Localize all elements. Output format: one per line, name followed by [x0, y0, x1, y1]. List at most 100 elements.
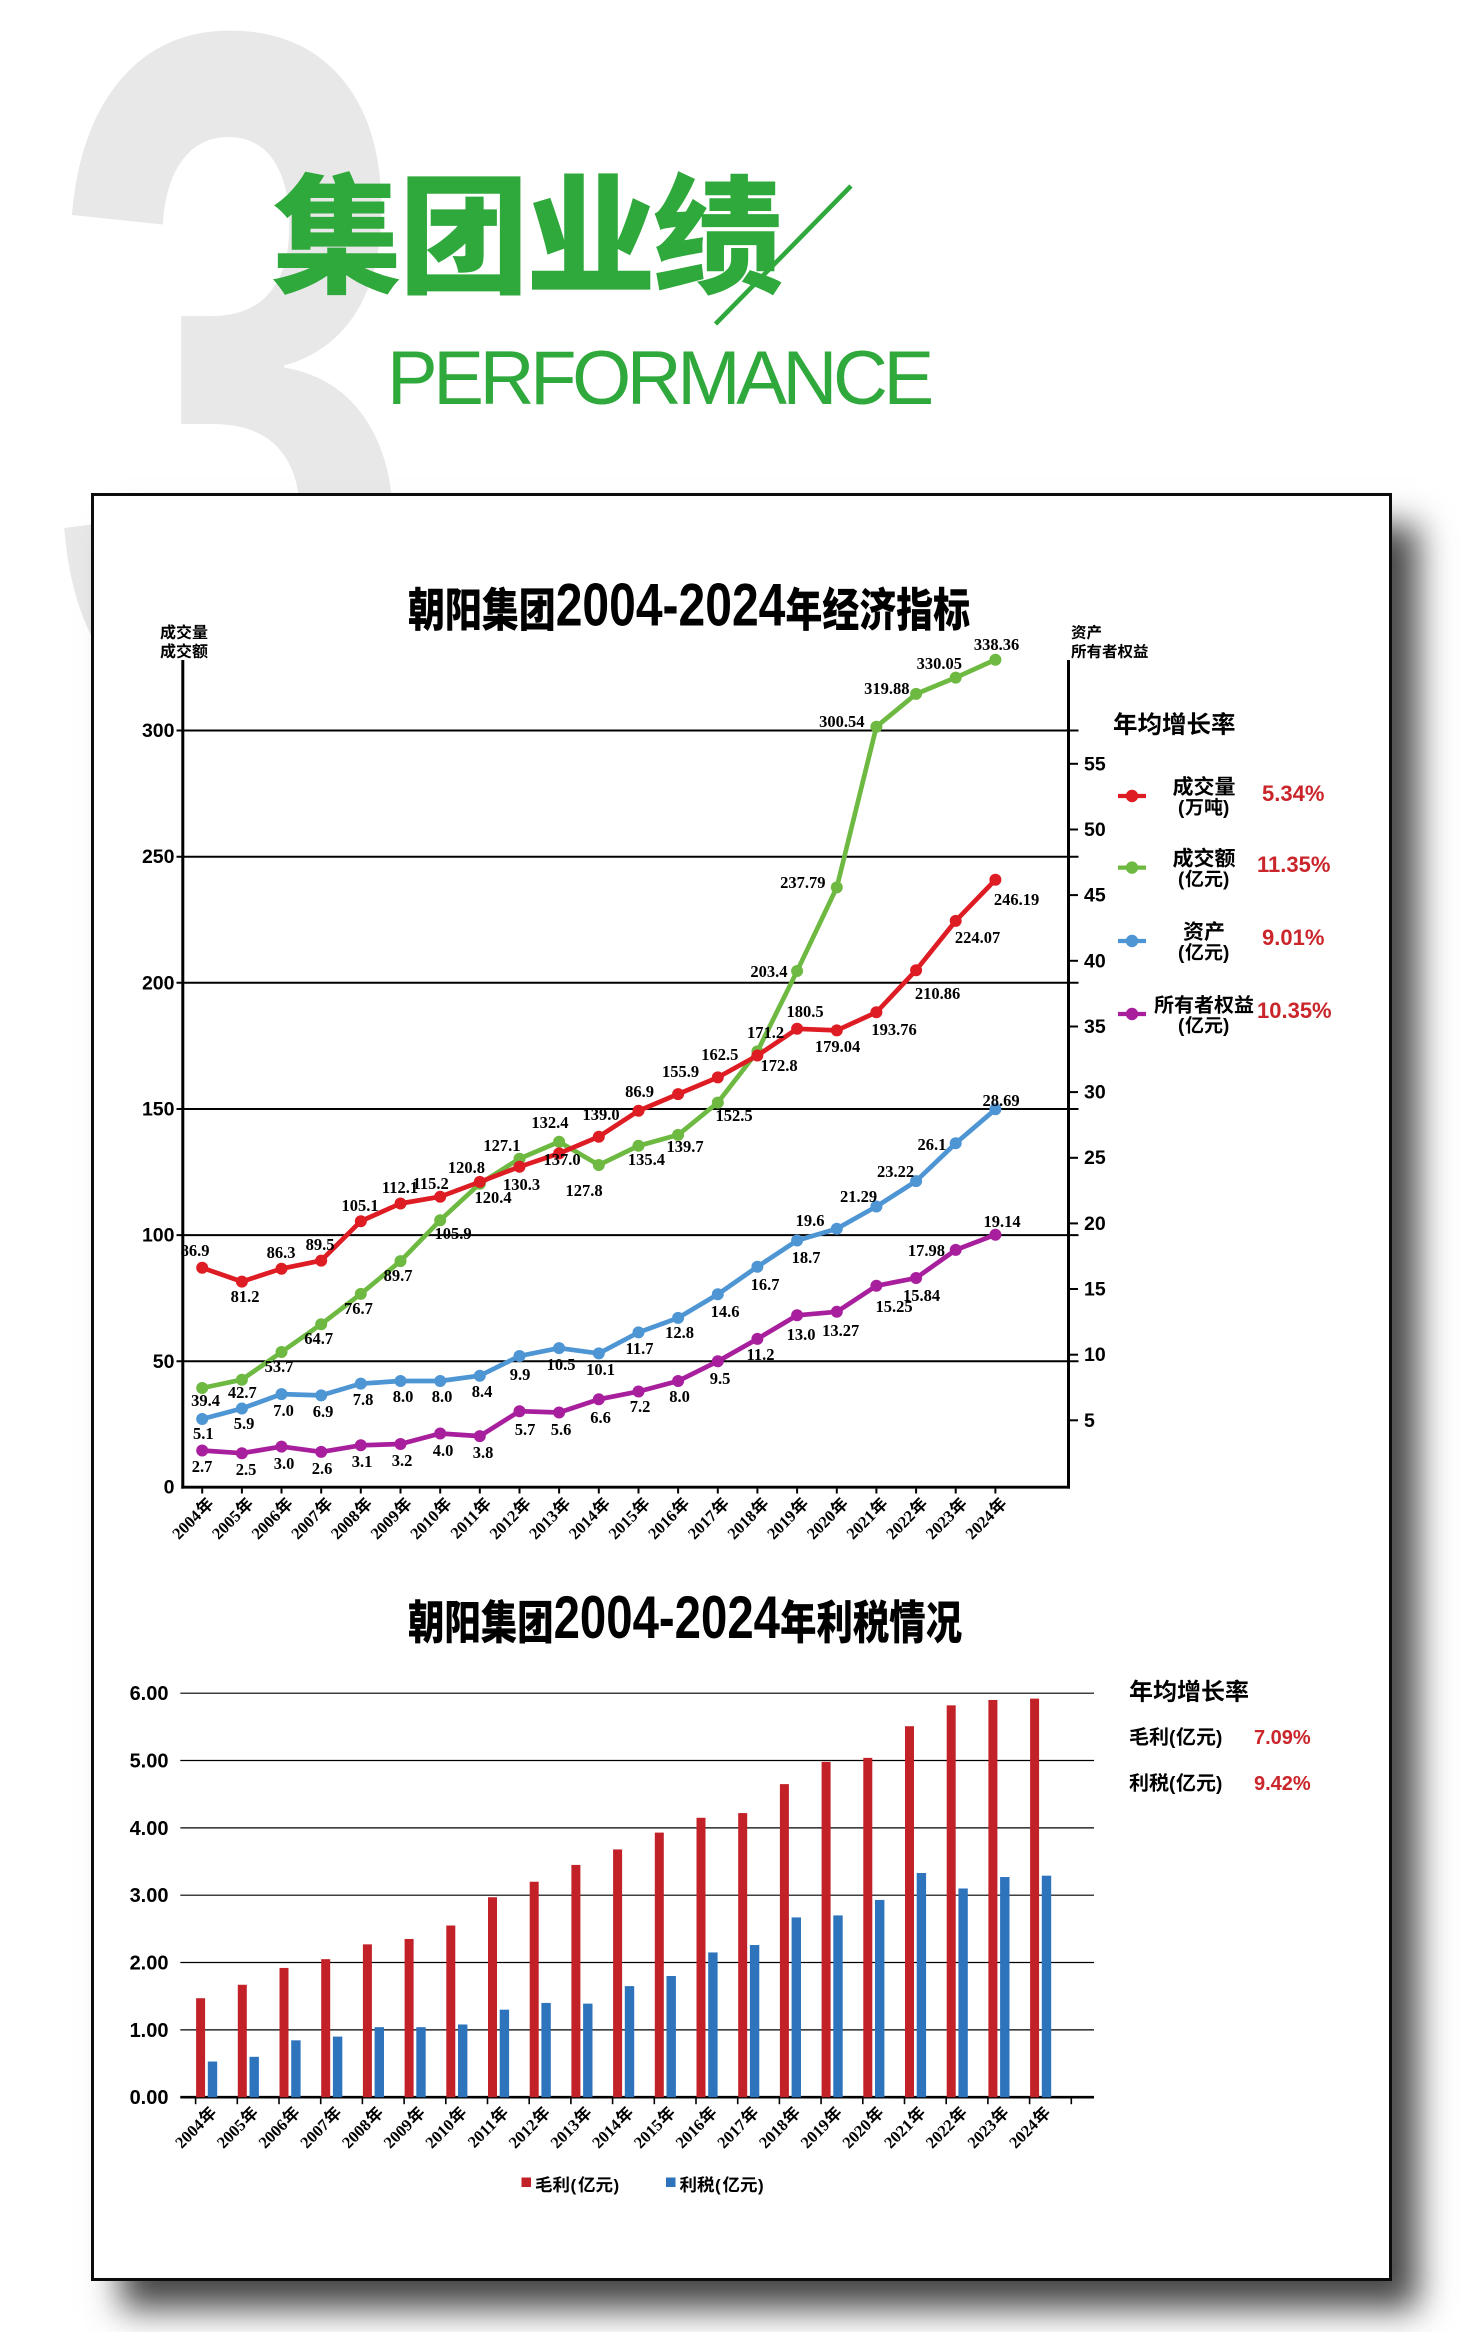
svg-text:53.7: 53.7 — [265, 1357, 294, 1376]
svg-text:2024: 2024 — [1005, 2115, 1042, 2152]
svg-text:2011: 2011 — [447, 1506, 483, 1542]
svg-text:2008: 2008 — [327, 1506, 364, 1543]
svg-text:): ) — [758, 2176, 764, 2195]
svg-text:210.86: 210.86 — [915, 984, 960, 1003]
svg-text:2019: 2019 — [763, 1506, 800, 1543]
svg-text:30: 30 — [1084, 1082, 1106, 1104]
svg-text:8.0: 8.0 — [669, 1387, 690, 1406]
svg-text:(: ( — [1178, 1016, 1185, 1037]
svg-text:18.7: 18.7 — [792, 1248, 821, 1267]
svg-text:2.00: 2.00 — [130, 1953, 169, 1975]
svg-text:2017: 2017 — [684, 1506, 721, 1543]
svg-text:180.5: 180.5 — [786, 1002, 823, 1021]
svg-text:7.8: 7.8 — [353, 1390, 374, 1409]
svg-text:2009: 2009 — [380, 2115, 417, 2152]
svg-text:319.88: 319.88 — [864, 679, 909, 698]
svg-text:(: ( — [1178, 870, 1185, 891]
svg-text:2018: 2018 — [755, 2115, 792, 2152]
svg-text:9.42%: 9.42% — [1254, 1773, 1311, 1795]
svg-text:11.7: 11.7 — [626, 1339, 654, 1358]
svg-text:19.14: 19.14 — [983, 1212, 1020, 1231]
svg-text:2010: 2010 — [421, 2115, 458, 2152]
svg-text:237.79: 237.79 — [780, 873, 825, 892]
svg-text:89.7: 89.7 — [384, 1266, 413, 1285]
svg-text:89.5: 89.5 — [306, 1235, 335, 1254]
svg-text:5.6: 5.6 — [551, 1420, 572, 1439]
svg-text:300: 300 — [142, 720, 175, 742]
svg-text:300.54: 300.54 — [819, 712, 864, 731]
svg-text:2021: 2021 — [880, 2115, 917, 2152]
svg-text:7.0: 7.0 — [273, 1401, 294, 1420]
svg-text:2019: 2019 — [797, 2115, 834, 2152]
svg-text:2008: 2008 — [338, 2115, 375, 2152]
svg-text:2017: 2017 — [713, 2115, 750, 2152]
svg-text:(: ( — [1178, 798, 1185, 819]
svg-text:5.9: 5.9 — [234, 1414, 255, 1433]
svg-text:172.8: 172.8 — [760, 1056, 797, 1075]
svg-text:2015: 2015 — [605, 1506, 642, 1543]
svg-text:130.3: 130.3 — [503, 1175, 540, 1194]
svg-text:203.4: 203.4 — [750, 962, 787, 981]
svg-text:2022: 2022 — [882, 1506, 919, 1543]
svg-text:23.22: 23.22 — [877, 1162, 914, 1181]
svg-text:15.84: 15.84 — [903, 1286, 940, 1305]
svg-text:100: 100 — [142, 1225, 175, 1247]
svg-text:338.36: 338.36 — [974, 635, 1019, 654]
svg-text:3.00: 3.00 — [130, 1885, 169, 1907]
svg-text:6.9: 6.9 — [313, 1402, 334, 1421]
svg-text:9.5: 9.5 — [710, 1369, 731, 1388]
svg-text:9.01%: 9.01% — [1262, 925, 1324, 950]
svg-text:155.9: 155.9 — [662, 1062, 699, 1081]
svg-text:105.1: 105.1 — [341, 1196, 378, 1215]
svg-text:2013: 2013 — [546, 2115, 583, 2152]
svg-text:2016: 2016 — [644, 1506, 681, 1543]
svg-text:2006: 2006 — [255, 2115, 292, 2152]
svg-text:2009: 2009 — [367, 1506, 404, 1543]
svg-text:): ) — [1223, 943, 1229, 964]
svg-text:76.7: 76.7 — [344, 1299, 373, 1318]
svg-text:179.04: 179.04 — [815, 1037, 860, 1056]
svg-text:2023: 2023 — [963, 2115, 1000, 2152]
svg-text:3.8: 3.8 — [473, 1443, 494, 1462]
svg-text:8.0: 8.0 — [432, 1387, 453, 1406]
svg-text:20: 20 — [1084, 1213, 1106, 1235]
svg-text:40: 40 — [1084, 950, 1106, 972]
svg-text:): ) — [1223, 1016, 1229, 1037]
svg-text:(: ( — [1169, 1774, 1176, 1795]
svg-text:): ) — [1223, 798, 1229, 819]
svg-text:139.7: 139.7 — [666, 1137, 703, 1156]
svg-text:2.7: 2.7 — [192, 1457, 213, 1476]
svg-text:86.9: 86.9 — [625, 1082, 654, 1101]
svg-text:2015: 2015 — [630, 2115, 667, 2152]
svg-text:10.1: 10.1 — [586, 1360, 615, 1379]
svg-text:5: 5 — [1084, 1410, 1095, 1432]
svg-text:21.29: 21.29 — [840, 1187, 877, 1206]
svg-text:11.35%: 11.35% — [1257, 852, 1330, 877]
svg-text:3.1: 3.1 — [352, 1452, 373, 1471]
svg-text:55: 55 — [1084, 753, 1106, 775]
svg-text:64.7: 64.7 — [304, 1329, 333, 1348]
svg-text:8.4: 8.4 — [472, 1382, 493, 1401]
svg-text:120.4: 120.4 — [474, 1188, 511, 1207]
svg-text:PERFORMANCE: PERFORMANCE — [387, 336, 931, 421]
svg-text:3.0: 3.0 — [274, 1454, 295, 1473]
svg-text:10.5: 10.5 — [547, 1355, 576, 1374]
svg-text:2004: 2004 — [168, 1506, 205, 1543]
svg-text:25: 25 — [1084, 1147, 1106, 1169]
svg-text:): ) — [1216, 1728, 1222, 1749]
svg-text:224.07: 224.07 — [955, 928, 1000, 947]
svg-text:16.7: 16.7 — [751, 1275, 780, 1294]
svg-text:2013: 2013 — [525, 1506, 562, 1543]
svg-text:50: 50 — [153, 1351, 175, 1373]
svg-text:139.0: 139.0 — [582, 1105, 619, 1124]
svg-text:17.98: 17.98 — [908, 1241, 945, 1260]
svg-text:2021: 2021 — [842, 1506, 879, 1543]
svg-text:5.1: 5.1 — [193, 1424, 214, 1443]
svg-text:6.00: 6.00 — [130, 1683, 169, 1705]
svg-text:): ) — [614, 2176, 620, 2195]
svg-text:28.69: 28.69 — [982, 1091, 1019, 1110]
svg-text:127.1: 127.1 — [483, 1136, 520, 1155]
svg-text:2005: 2005 — [208, 1506, 245, 1543]
svg-text:2006: 2006 — [248, 1506, 285, 1543]
svg-text:2.6: 2.6 — [312, 1459, 333, 1478]
